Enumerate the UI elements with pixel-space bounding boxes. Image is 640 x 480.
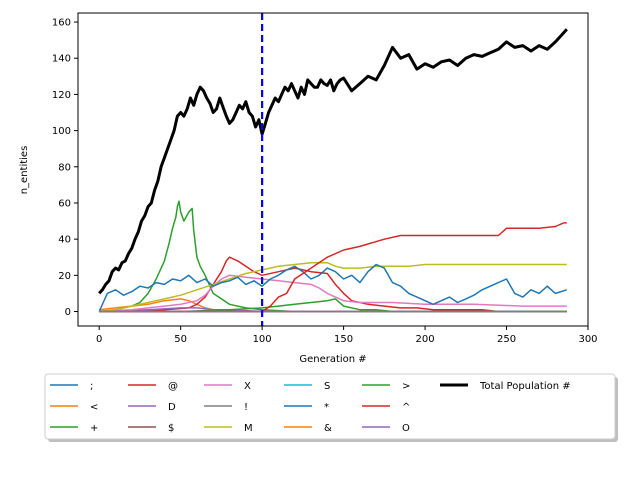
y-tick-label: 120 [52,90,71,101]
series-layer [98,13,568,326]
legend-label: $ [168,423,174,434]
x-tick-label: 0 [96,334,102,345]
series-line-total-population [98,28,568,295]
series-line-star [98,263,568,312]
legend-label: M [244,423,253,434]
legend-label: X [244,381,251,392]
legend-label: ; [90,381,93,392]
legend-label: & [324,423,332,434]
x-tick-label: 100 [253,334,272,345]
y-tick-label: 40 [58,235,71,246]
x-tick-label: 150 [334,334,353,345]
legend-label: ^ [402,402,410,413]
legend-items: ; < + @ D $ X! M S * & > ^ O Total Population # [50,381,571,434]
legend-label: * [324,402,329,413]
y-tick-label: 60 [58,198,71,209]
series-line-m [99,261,567,313]
legend-label: D [168,402,176,413]
series-line-x [99,274,567,313]
plot-background [78,13,588,326]
x-axis-ticks: 0 50 100 150 200 250 300 [96,326,598,345]
legend-label: O [402,423,410,434]
legend-label: @ [168,381,178,392]
series-line-caret [99,222,567,313]
legend-box [44,373,616,440]
y-tick-label: 80 [58,162,71,173]
x-axis-label: Generation # [299,354,366,365]
y-axis-ticks: 0 20 40 60 80 100 120 140 160 [52,18,78,318]
legend-label: < [90,402,98,413]
x-tick-label: 300 [578,334,597,345]
y-tick-label: 160 [52,18,71,29]
legend-label: > [402,381,410,392]
x-tick-label: 200 [416,334,435,345]
y-axis-label: n_entities [19,146,30,195]
legend-label: S [324,381,330,392]
x-tick-label: 50 [174,334,187,345]
legend-label: + [90,423,98,434]
y-tick-label: 20 [58,271,71,282]
x-tick-label: 250 [497,334,516,345]
legend-label: ! [244,402,248,413]
y-tick-label: 100 [52,126,71,137]
y-tick-label: 140 [52,54,71,65]
legend-label: Total Population # [479,381,571,392]
y-tick-label: 0 [65,307,71,318]
legend: ; < + @ D $ X! M S * & > ^ O Total Population # [44,373,618,442]
plot-frame [77,12,589,327]
